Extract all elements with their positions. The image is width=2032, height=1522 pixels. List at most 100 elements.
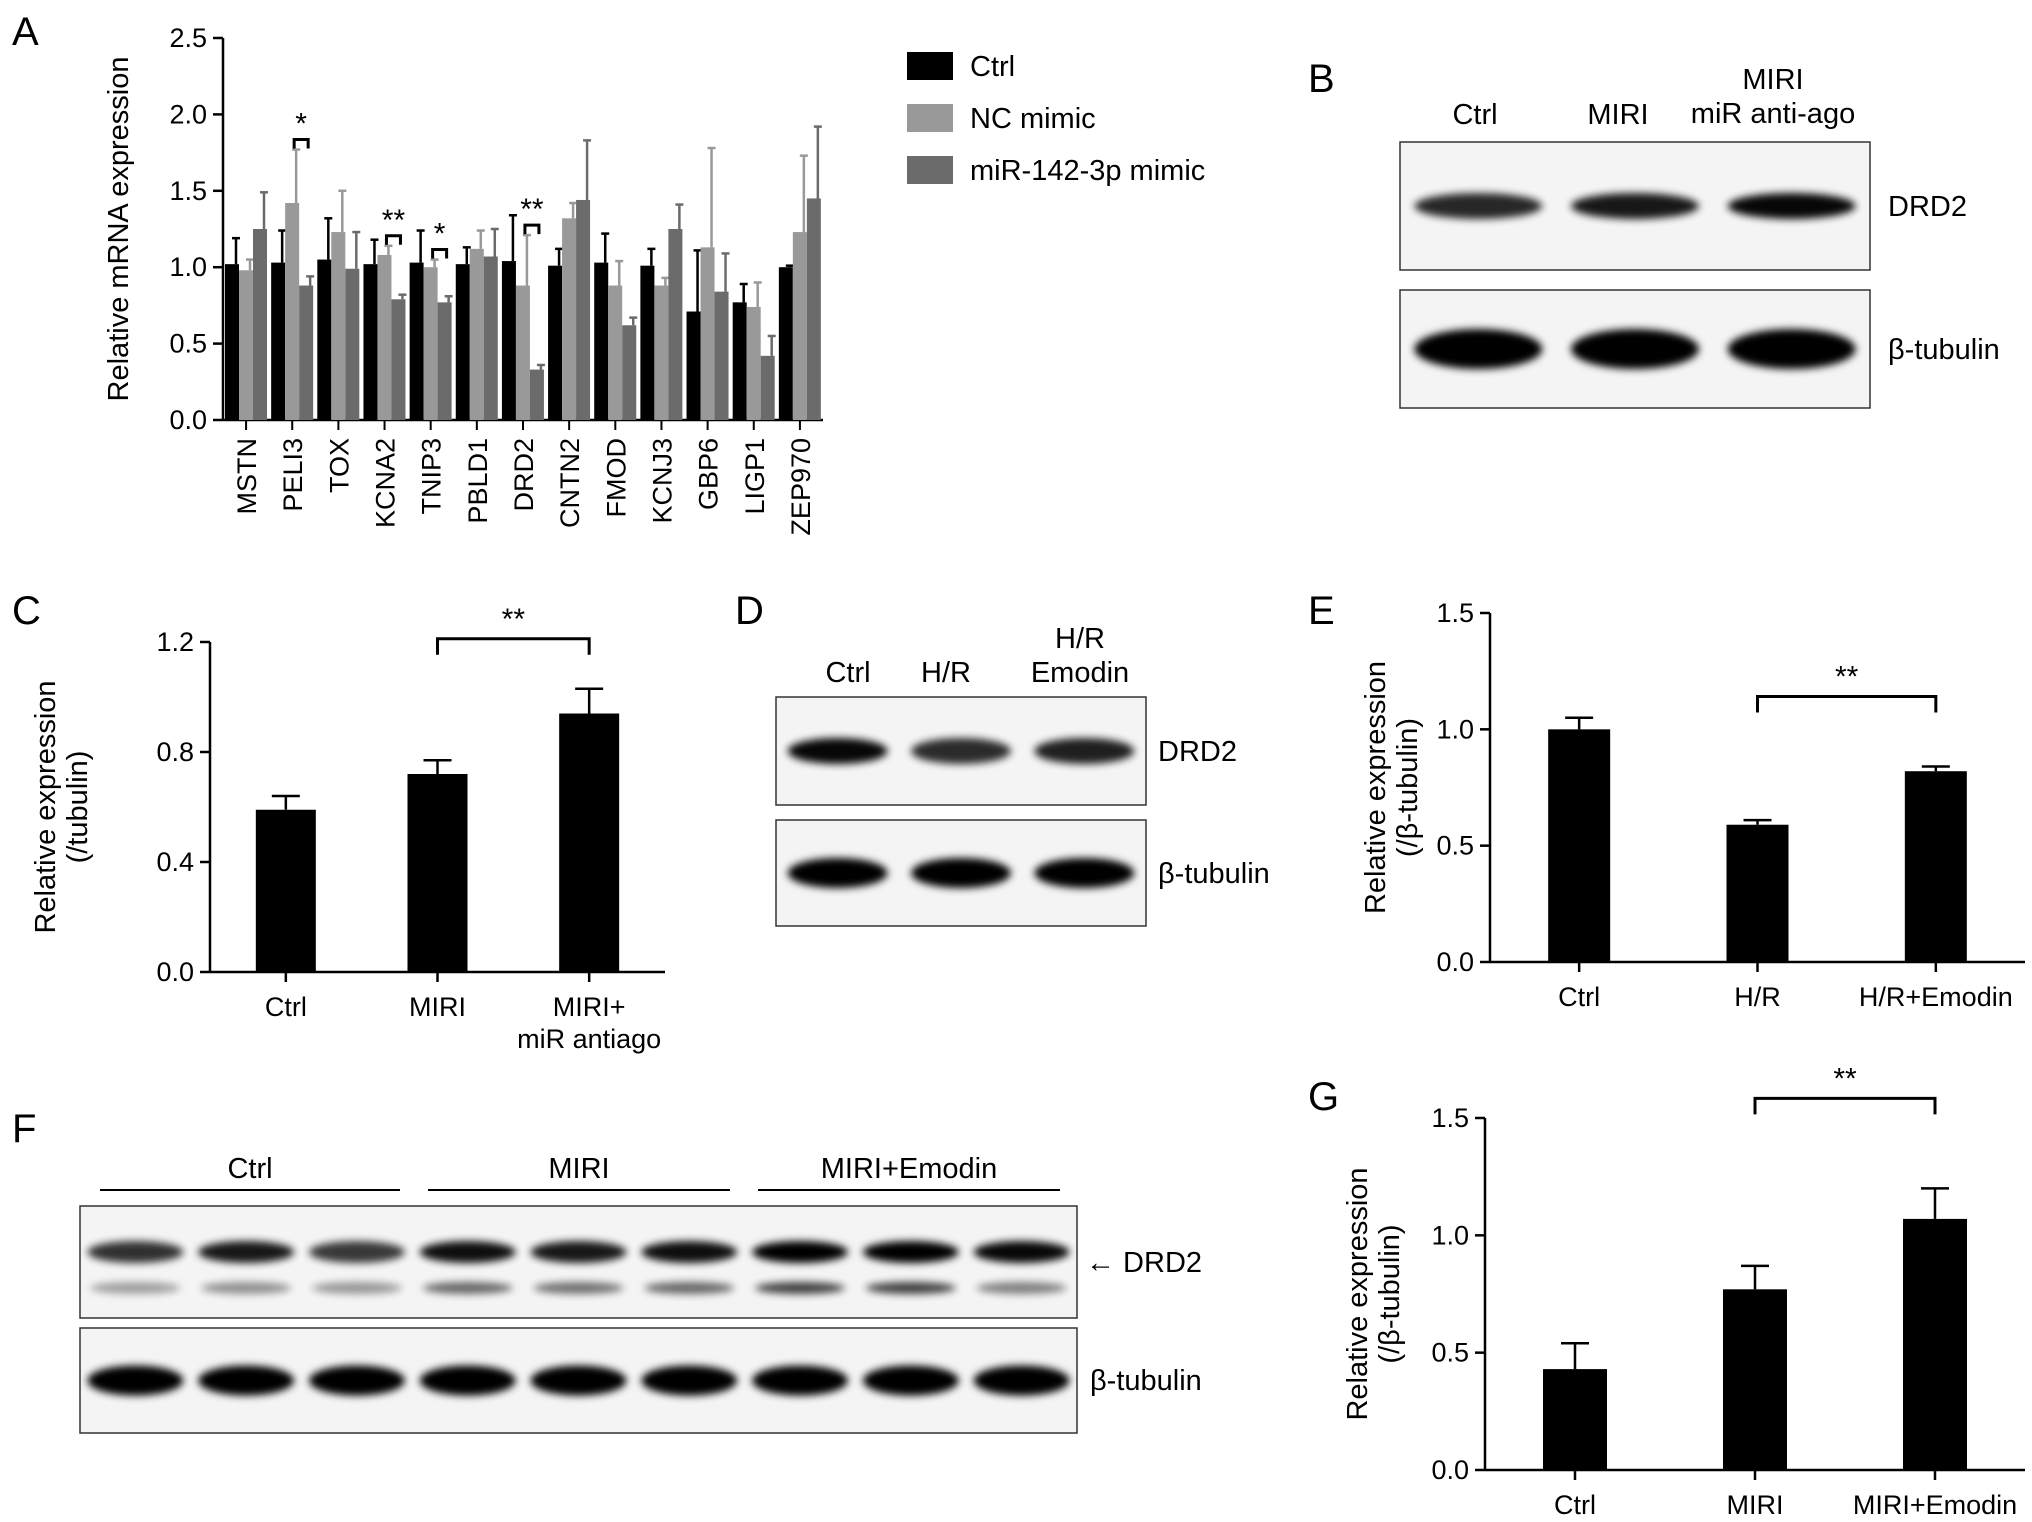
- chart-a-bar-ctrl-cntn2: [548, 265, 563, 420]
- blot-d-tubulin-band-2: [911, 858, 1011, 888]
- chart-e-bar-h-r-emodin: [1904, 771, 1967, 962]
- chart-a-bar-ctrl-gbp6: [686, 311, 701, 420]
- chart-a-y-tick-label: 0.5: [169, 329, 207, 359]
- chart-a-bar-nc-mimic-ligp1: [746, 306, 761, 420]
- blot-d-lane-label-3: Emodin: [1031, 657, 1129, 689]
- chart-a-bar-ctrl-pbld1: [455, 264, 470, 420]
- chart-a-significance-bracket: [523, 223, 541, 235]
- chart-g-significance-label: **: [1833, 1062, 1857, 1095]
- panel-letter-c: C: [12, 589, 41, 633]
- chart-a-bar-ctrl-fmod: [594, 262, 609, 420]
- chart-g-bar-miri-emodin: [1903, 1218, 1967, 1470]
- chart-e-y-tick-label: 1.0: [1436, 714, 1474, 744]
- chart-g-y-tick-label: 1.5: [1431, 1103, 1469, 1133]
- chart-e-bar-ctrl: [1548, 729, 1611, 962]
- blot-d-lane-label-3: H/R: [1055, 623, 1105, 655]
- chart-a-bar-nc-mimic-tox: [331, 232, 346, 420]
- chart-e-category-label-h-r-emodin: H/R+Emodin: [1859, 982, 2013, 1012]
- chart-a-significance-bracket: [431, 248, 449, 259]
- chart-a-bar-mir-142-3p-mimic-kcna2: [391, 299, 406, 420]
- chart-a-significance-bracket: [292, 138, 310, 149]
- blot-b-tubulin-band-3: [1727, 329, 1856, 369]
- chart-a-bar-mir-142-3p-mimic-tox: [345, 268, 360, 420]
- blot-f-western-blot: Ctrl MIRI MIRI+Emodin ← DRD2 β-tubulin: [79, 1153, 1202, 1434]
- chart-g-category-label-miri-emodin: MIRI+Emodin: [1853, 1490, 2017, 1520]
- chart-c-y-tick-label: 0.8: [156, 737, 194, 767]
- blot-f-tubulin-band-8: [862, 1365, 959, 1396]
- chart-a-bar-ctrl-kcnj3: [640, 265, 655, 420]
- blot-f-drd2-band-9: [973, 1241, 1070, 1263]
- blot-f-group-label-miri: MIRI: [548, 1153, 609, 1185]
- chart-g-bar-miri: [1723, 1289, 1787, 1470]
- chart-a-bar-nc-mimic-tnip3: [423, 267, 438, 420]
- blot-f-tubulin-band-6: [641, 1365, 738, 1396]
- blot-d-band-label-tubulin: β-tubulin: [1158, 858, 1270, 890]
- chart-e-y-tick-label: 0.0: [1436, 947, 1474, 977]
- chart-g-category-label-ctrl: Ctrl: [1554, 1490, 1596, 1520]
- chart-a-bar-mir-142-3p-mimic-gbp6: [714, 291, 729, 420]
- chart-a-y-tick-label: 0.0: [169, 405, 207, 435]
- chart-a-category-label-cntn2: CNTN2: [555, 438, 585, 528]
- chart-a-y-axis-label: Relative mRNA expression: [103, 57, 135, 402]
- blot-d-lane-label-2: H/R: [921, 657, 971, 689]
- chart-c-category-label-ctrl: Ctrl: [265, 992, 307, 1022]
- chart-a-bar-nc-mimic-mstn: [239, 270, 253, 420]
- chart-g-bar-chart: 0.0 0.5 1.0 1.5 Relative expression (/β-tubul…: [1342, 1062, 2025, 1520]
- chart-a-y-tick-label: 2.0: [169, 99, 207, 129]
- chart-c-y-tick-label: 0.0: [156, 957, 194, 987]
- blot-f-drd2-band-7: [752, 1241, 849, 1263]
- blot-b-tubulin-band-1: [1414, 329, 1543, 369]
- chart-a-category-label-tnip3: TNIP3: [417, 438, 447, 515]
- blot-d-lane-label-1: Ctrl: [825, 657, 870, 689]
- chart-a-category-label-fmod: FMOD: [601, 438, 631, 517]
- chart-e-significance-bracket: [1756, 695, 1938, 713]
- chart-c-y-tick-label: 1.2: [156, 627, 194, 657]
- blot-f-drd2-band-6: [641, 1241, 738, 1263]
- chart-c-y-axis-label-line: Relative expression: [30, 680, 62, 933]
- blot-f-drd2-lower-band-6: [644, 1282, 735, 1294]
- chart-a-bar-nc-mimic-pbld1: [469, 248, 484, 420]
- chart-a-category-label-gbp6: GBP6: [694, 438, 724, 510]
- chart-c-y-tick-label: 0.4: [156, 847, 194, 877]
- blot-f-drd2-lower-band-8: [865, 1282, 956, 1294]
- blot-f-drd2-band-1: [87, 1241, 184, 1263]
- chart-c-significance-label: **: [502, 603, 526, 636]
- blot-b-lane-label-2: MIRI: [1587, 99, 1648, 131]
- chart-a-y-tick-label: 1.5: [169, 176, 207, 206]
- chart-a-category-label-peli3: PELI3: [278, 438, 308, 512]
- panel-letter-d: D: [735, 589, 764, 633]
- chart-a-category-label-pbld1: PBLD1: [463, 438, 493, 524]
- chart-g-bar-ctrl: [1543, 1369, 1607, 1470]
- chart-a-bar-ctrl-peli3: [271, 262, 286, 420]
- chart-a-bar-nc-mimic-drd2: [515, 285, 530, 420]
- panel-letter-b: B: [1308, 57, 1335, 101]
- blot-f-tubulin-band-9: [973, 1365, 1070, 1396]
- chart-c-bar-chart: 0.0 0.4 0.8 1.2 Relative expression (/tubulin…: [30, 603, 665, 1054]
- chart-a-category-label-drd2: DRD2: [509, 438, 539, 512]
- chart-a-bar-ctrl-tnip3: [409, 262, 424, 420]
- chart-a-bar-ctrl-drd2: [501, 261, 516, 420]
- chart-a-bar-ctrl-kcna2: [363, 264, 378, 420]
- legend-swatch-ctrl: [907, 52, 953, 80]
- blot-b-drd2-band-3: [1727, 193, 1856, 219]
- chart-g-significance-bracket: [1753, 1096, 1937, 1115]
- chart-a-bar-ctrl-tox: [317, 259, 332, 420]
- blot-f-drd2-band-8: [862, 1241, 959, 1263]
- chart-g-y-tick-label: 0.5: [1431, 1338, 1469, 1368]
- blot-f-drd2-lower-band-5: [533, 1282, 624, 1294]
- legend-label-nc-mimic: NC mimic: [970, 103, 1096, 135]
- blot-f-drd2-band-5: [530, 1241, 627, 1263]
- chart-a-category-label-mstn: MSTN: [232, 438, 262, 515]
- chart-a-bar-nc-mimic-fmod: [608, 285, 623, 420]
- chart-g-y-axis-label-line: Relative expression: [1342, 1167, 1374, 1420]
- blot-f-drd2-band-4: [419, 1241, 516, 1263]
- chart-a-category-label-kcnj3: KCNJ3: [647, 438, 677, 524]
- chart-a-bar-ctrl-mstn: [225, 264, 239, 420]
- chart-a-bar-chart: Ctrl NC mimic miR-142-3p mimic 0.0 0.5 1.0…: [103, 23, 1205, 536]
- chart-e-category-label-ctrl: Ctrl: [1558, 982, 1600, 1012]
- panel-letter-f: F: [12, 1107, 36, 1151]
- chart-c-bar-miri-mir-antiago: [559, 713, 620, 972]
- chart-a-bar-nc-mimic-peli3: [285, 203, 300, 420]
- panel-letter-e: E: [1308, 589, 1335, 633]
